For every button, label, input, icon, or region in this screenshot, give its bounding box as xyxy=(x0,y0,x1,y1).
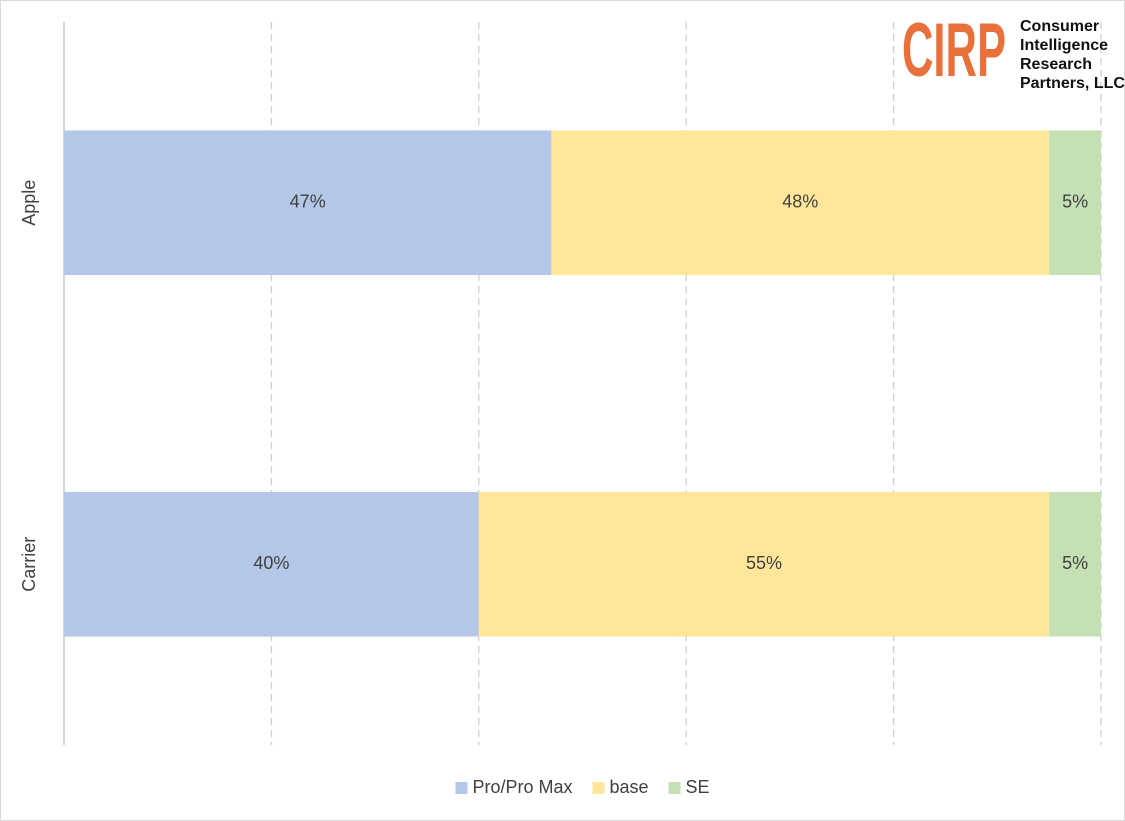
data-label: 48% xyxy=(782,192,818,212)
data-label: 5% xyxy=(1062,192,1088,212)
logo-text: Consumer xyxy=(1020,18,1099,35)
category-label: Apple xyxy=(19,180,39,226)
data-label: 40% xyxy=(253,553,289,573)
bar-segment xyxy=(478,491,1050,637)
category-label: Carrier xyxy=(19,537,39,592)
legend: Pro/Pro Max base SE xyxy=(455,777,710,797)
legend-label: Pro/Pro Max xyxy=(472,777,572,797)
legend-swatch xyxy=(455,782,468,794)
bar-segment xyxy=(1049,491,1101,637)
data-label: 5% xyxy=(1062,553,1088,573)
bar-segment xyxy=(64,130,552,276)
logo-text: Intelligence xyxy=(1020,37,1108,54)
legend-swatch xyxy=(592,782,605,794)
legend-swatch xyxy=(668,782,681,794)
bar-segment xyxy=(1049,130,1101,276)
legend-label: SE xyxy=(686,777,710,797)
legend-label: base xyxy=(609,777,648,797)
logo-text: Research xyxy=(1020,56,1092,73)
data-label: 55% xyxy=(746,553,782,573)
bar-segment xyxy=(551,130,1050,276)
bar-segment xyxy=(64,491,479,637)
logo-mark: CIRP xyxy=(902,8,1006,93)
logo-text: Partners, LLC xyxy=(1020,75,1125,92)
data-label: 47% xyxy=(290,192,326,212)
